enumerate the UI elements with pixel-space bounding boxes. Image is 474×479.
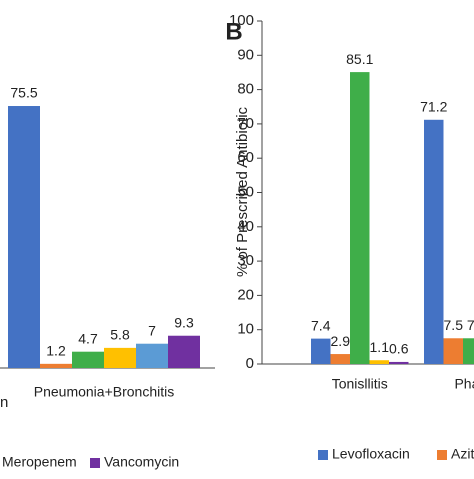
y-tick-label: 80: [237, 81, 254, 98]
legend-swatch: [437, 450, 447, 460]
data-label: 7.: [467, 317, 474, 333]
bar: [136, 343, 168, 368]
y-tick-label: 40: [237, 218, 254, 235]
y-tick-label: 50: [237, 183, 254, 200]
x-tick-label: Pneumonia+Bronchitis: [34, 384, 174, 400]
data-label: 7.5: [444, 317, 464, 333]
bar: [311, 338, 331, 364]
bar: [72, 351, 104, 368]
data-label: 7: [148, 322, 156, 338]
bar: [104, 347, 136, 368]
y-tick-label: 30: [237, 252, 254, 269]
data-label: 1.2: [46, 343, 66, 359]
legend-swatch: [90, 458, 100, 468]
legend-label: Vancomycin: [104, 454, 179, 470]
y-tick-label: 0: [246, 355, 254, 372]
bar: [350, 72, 370, 365]
y-axis-label: % of Prescribed Antibiotic: [234, 106, 251, 277]
data-label: 0.6: [389, 341, 409, 357]
bar: [40, 363, 72, 368]
bar: [463, 338, 474, 364]
y-tick-label: 100: [229, 12, 254, 29]
legend-label: Meropenem: [2, 454, 77, 470]
bar: [330, 354, 350, 364]
legend-label: Azit: [451, 446, 474, 462]
data-label: 71.2: [420, 98, 447, 114]
y-tick-label: 70: [237, 115, 254, 132]
panel-label: B: [225, 18, 242, 45]
bar: [369, 360, 389, 364]
data-label: 85.1: [346, 51, 373, 67]
bar: [389, 361, 409, 364]
data-label: 1.1: [370, 339, 390, 355]
x-tick-label: Phary: [454, 376, 474, 392]
bar: [424, 119, 444, 364]
x-tick-label: Tonisllitis: [332, 376, 388, 392]
data-label: 7.4: [311, 317, 331, 333]
bar: [168, 335, 200, 368]
bar: [443, 338, 463, 364]
chart-panel: Pneumonia+Bronchitis 75.5 1.2 4.7 5.8 7 9.3 Mer…: [0, 85, 215, 470]
data-label: 75.5: [10, 85, 37, 101]
bar: [8, 106, 40, 368]
y-tick-label: 10: [237, 321, 254, 338]
x-axis-label: n: [0, 394, 8, 411]
legend-swatch: [318, 450, 328, 460]
data-label: 2.9: [331, 333, 351, 349]
chart-panel: 0 10 20 30 40 50 60 70 80 90 100 Tonisllitis 7.42.9 8…: [225, 12, 474, 462]
data-label: 5.8: [110, 327, 130, 343]
y-tick-label: 60: [237, 149, 254, 166]
data-label: 4.7: [78, 330, 98, 346]
legend-label: Levofloxacin: [332, 446, 410, 462]
y-tick-label: 20: [237, 286, 254, 303]
data-label: 9.3: [174, 314, 194, 330]
y-tick-label: 90: [237, 46, 254, 63]
